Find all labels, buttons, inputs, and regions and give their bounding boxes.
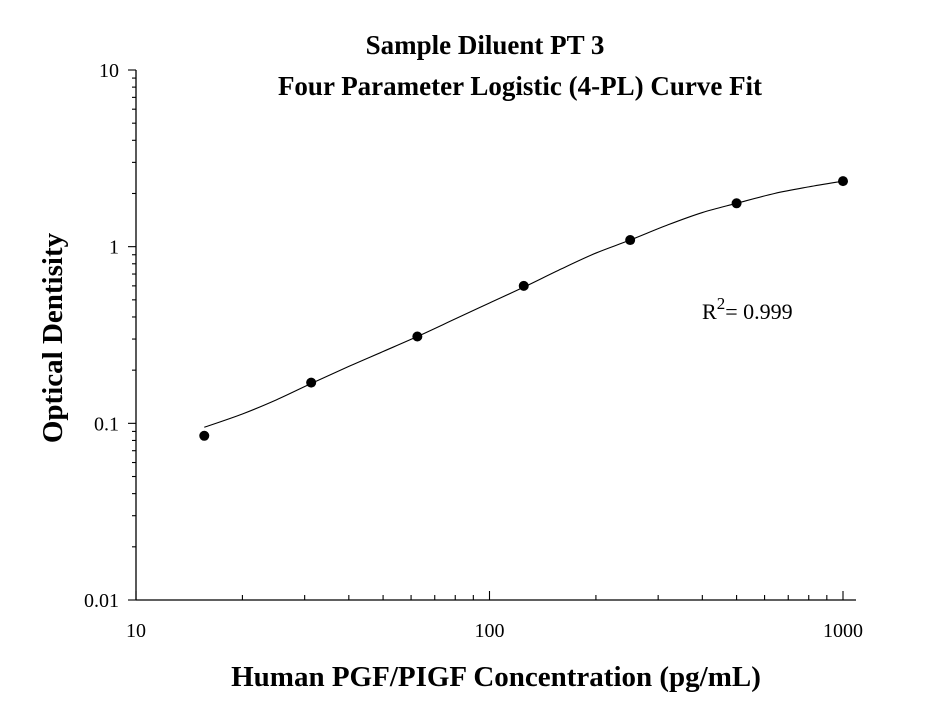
data-point [518, 280, 529, 291]
y-tick-label: 1 [109, 237, 119, 259]
r-squared-superscript: 2 [717, 294, 726, 313]
r-squared-value: = 0.999 [725, 299, 792, 324]
r-squared-annotation: R2= 0.999 [702, 294, 793, 324]
data-point [199, 430, 210, 441]
x-tick-label: 10 [126, 620, 146, 642]
x-tick-label: 100 [475, 620, 505, 642]
y-tick-label: 10 [99, 60, 119, 82]
y-tick-label: 0.01 [84, 590, 119, 612]
y-tick-label: 0.1 [94, 413, 119, 435]
r-squared-base: R [702, 299, 717, 324]
x-tick-label: 1000 [823, 620, 863, 642]
chart-title: Sample Diluent PT 3 [366, 30, 605, 60]
data-points [199, 176, 848, 441]
data-point [625, 235, 636, 246]
y-tick-labels: 10 1 0.1 0.01 [84, 60, 119, 612]
data-point [412, 331, 423, 342]
ticks [128, 69, 844, 601]
data-point [731, 198, 742, 209]
data-point [306, 377, 317, 388]
data-point [838, 176, 848, 187]
chart-subtitle: Four Parameter Logistic (4-PL) Curve Fit [278, 71, 762, 101]
y-axis-title: Optical Dentisity [37, 232, 69, 443]
x-axis-title: Human PGF/PIGF Concentration (pg/mL) [231, 661, 761, 693]
x-tick-labels: 10 100 1000 [126, 620, 863, 642]
